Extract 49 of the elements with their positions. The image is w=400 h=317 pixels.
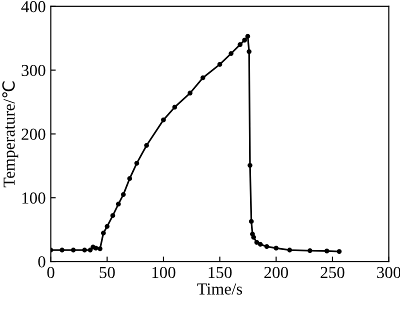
x-tick-label: 250: [320, 266, 344, 278]
point: [248, 219, 254, 224]
point: [246, 49, 252, 54]
point: [144, 142, 149, 148]
point: [161, 117, 166, 122]
point: [70, 248, 76, 252]
point: [308, 248, 312, 254]
point: [324, 248, 330, 254]
point: [98, 246, 102, 252]
point: [264, 244, 270, 249]
point: [120, 192, 126, 197]
point: [93, 246, 98, 251]
y-tick-label: 300: [22, 64, 46, 76]
y-tick-label: 200: [22, 128, 46, 140]
point: [274, 246, 279, 251]
y-tick-label: 0: [38, 256, 46, 268]
point: [100, 230, 106, 236]
point: [127, 176, 132, 182]
point: [217, 62, 222, 67]
x-tick-label: 100: [152, 266, 176, 278]
point: [172, 104, 178, 110]
point: [116, 202, 121, 207]
y-tick-label: 100: [22, 192, 46, 204]
point: [258, 242, 263, 247]
point: [200, 75, 206, 80]
point: [238, 42, 243, 48]
x-tick-label: 200: [264, 266, 288, 278]
point: [336, 249, 342, 254]
point: [134, 160, 140, 166]
point: [228, 51, 234, 56]
point: [248, 162, 252, 168]
point: [287, 248, 292, 252]
point: [242, 38, 248, 43]
point: [88, 248, 93, 252]
point: [110, 213, 116, 218]
y-tick-label: 400: [21, 1, 46, 12]
y-axis-title: Temperature/℃: [2, 81, 18, 188]
x-tick-label: 50: [100, 266, 115, 278]
point: [254, 240, 260, 245]
x-tick-label: 0: [47, 266, 54, 278]
x-tick-label: 150: [208, 266, 232, 278]
point: [82, 248, 88, 252]
point: [60, 248, 64, 252]
x-axis-title: Time/s: [197, 283, 242, 295]
point: [188, 90, 192, 96]
point: [250, 232, 255, 237]
point: [245, 34, 250, 39]
point: [104, 224, 110, 229]
point: [251, 234, 256, 240]
